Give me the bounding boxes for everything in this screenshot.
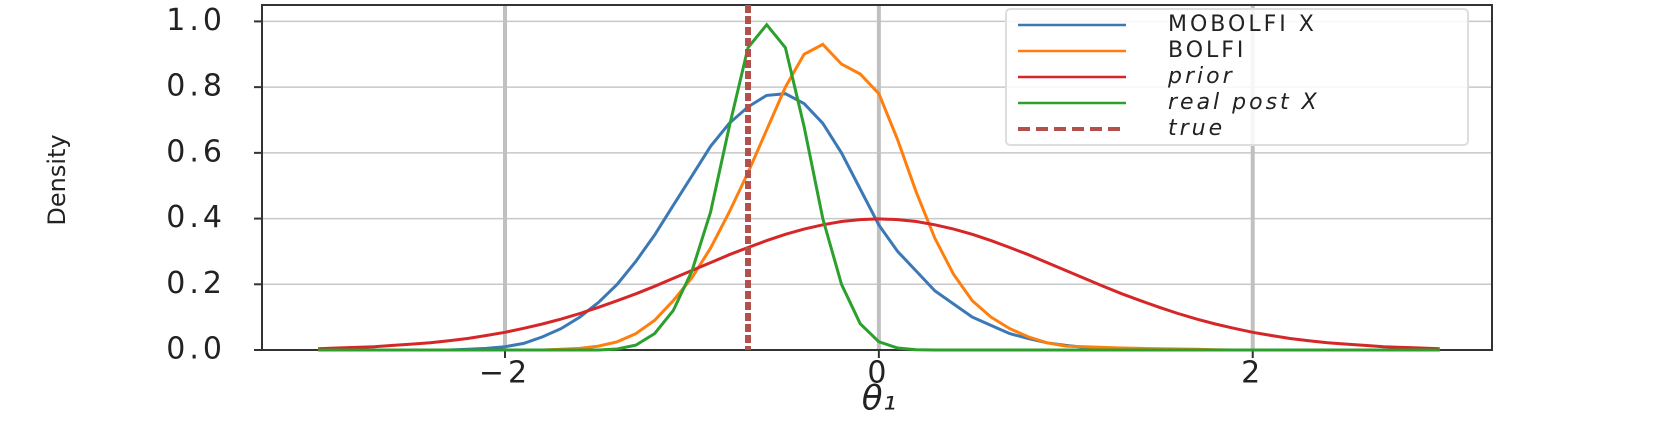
- legend-label: prior: [1167, 64, 1235, 89]
- x-axis-label: θ₁: [862, 379, 896, 419]
- y-tick-label: 0.4: [166, 200, 226, 235]
- legend-label: real post X: [1168, 90, 1320, 115]
- series-line: [318, 22, 1440, 352]
- y-tick-label: 0.8: [166, 69, 226, 104]
- y-axis-label: Density: [43, 134, 71, 225]
- legend-box: [1005, 8, 1469, 146]
- y-tick-label: 0.2: [166, 266, 226, 301]
- y-tick-label: 0.0: [166, 332, 226, 367]
- x-tick-label: 2: [1241, 356, 1264, 391]
- x-tick-label: 0: [867, 356, 890, 391]
- y-tick-label: 0.6: [166, 134, 226, 169]
- x-tick-label: −2: [479, 356, 531, 391]
- legend-label: true: [1168, 116, 1225, 141]
- series-line: [318, 217, 1440, 351]
- legend-label: BOLFI: [1168, 38, 1246, 63]
- y-tick-label: 1.0: [166, 3, 226, 38]
- plot-frame: [261, 4, 1493, 351]
- legend-label: MOBOLFI X: [1168, 12, 1317, 37]
